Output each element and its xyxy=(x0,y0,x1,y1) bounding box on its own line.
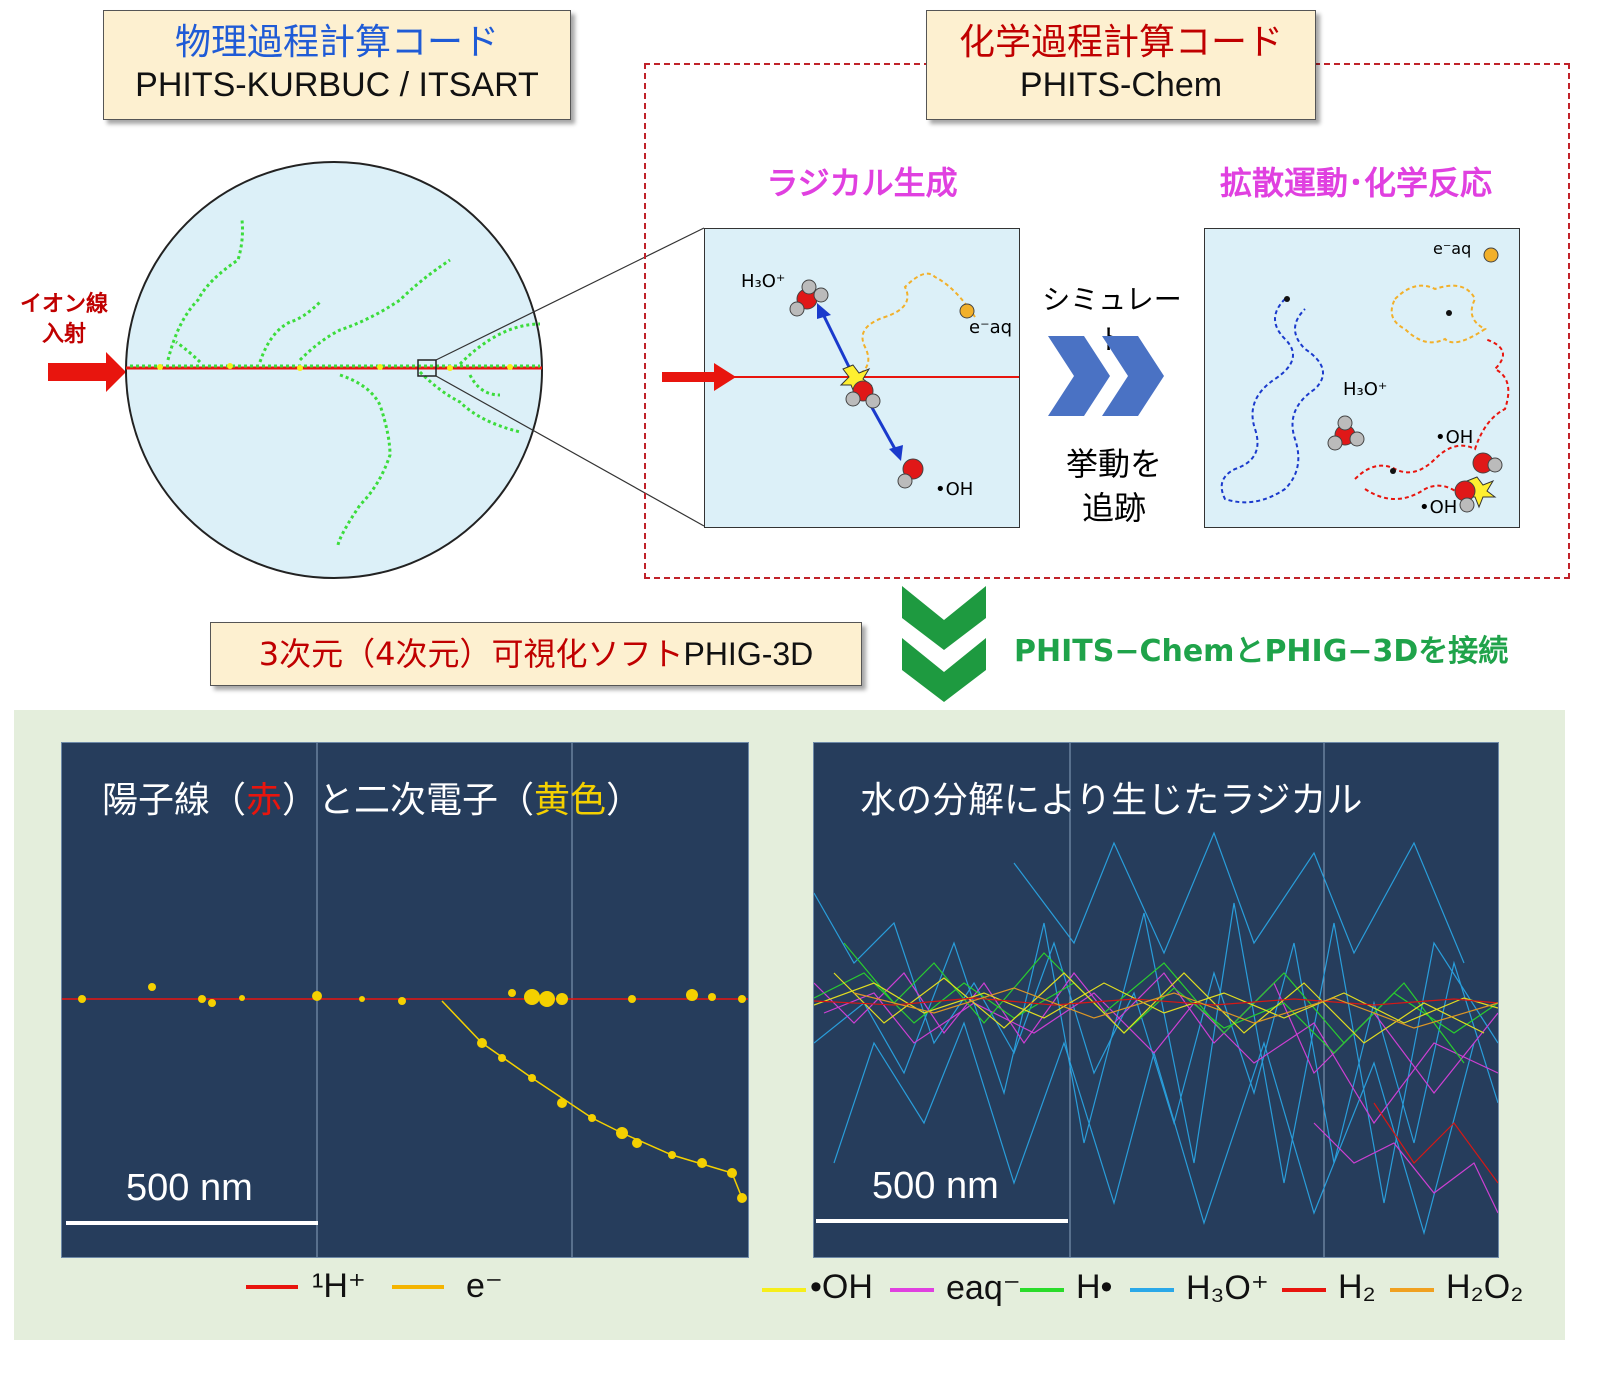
zoom-lines xyxy=(435,227,705,527)
eaq-label-right: e⁻aq xyxy=(1433,239,1472,258)
h3o-label-right: H₃O⁺ xyxy=(1343,379,1388,400)
physics-code-name: PHITS-KURBUC / ITSART xyxy=(135,66,539,104)
legend-label-e: e⁻ xyxy=(466,1267,503,1305)
oh-label-right-2: •OH xyxy=(1419,497,1458,518)
diffusion-reaction-heading: 拡散運動･化学反応 xyxy=(1219,164,1492,202)
legend-swatch-e xyxy=(392,1285,444,1289)
radical-generation-illustration xyxy=(705,272,1019,489)
chemistry-code-label: 化学過程計算コード PHITS-Chem xyxy=(926,10,1316,120)
legend-swatch-h-radical xyxy=(1020,1288,1064,1292)
physics-code-label: 物理過程計算コード PHITS-KURBUC / ITSART xyxy=(103,10,571,120)
phig-label: 3次元（4次元）可視化ソフトPHIG-3D xyxy=(210,622,862,686)
legend-label-eaq: eaq⁻ xyxy=(946,1269,1021,1307)
eaq-label-left: e⁻aq xyxy=(969,317,1013,338)
legend-label-h: ¹H⁺ xyxy=(312,1267,366,1305)
proton-electron-panel: 陽子線（赤）と二次電子（黄色） 500 nm xyxy=(61,742,749,1258)
legend-swatch-h xyxy=(246,1285,298,1289)
ion-beam-label: イオン線 入射 xyxy=(19,292,108,347)
diffusion-illustration xyxy=(1220,247,1510,513)
diffusion-reaction-panel: e⁻aq H₃O⁺ •OH •OH xyxy=(1204,228,1520,528)
radical-track-plot xyxy=(814,743,1498,1257)
legend-label-h2: H₂ xyxy=(1338,1268,1376,1306)
h3o-label-left: H₃O⁺ xyxy=(741,271,786,292)
beam-arrow-icon xyxy=(662,363,736,391)
connect-label: PHITS−ChemとPHIG−3Dを接続 xyxy=(1014,634,1509,669)
radical-generation-panel: H₃O⁺ e⁻aq •OH xyxy=(704,228,1020,528)
oh-label-left: •OH xyxy=(935,479,974,500)
legend-label-h-radical: H• xyxy=(1076,1268,1113,1306)
radical-scale-label: 500 nm xyxy=(872,1165,999,1207)
legend-swatch-eaq xyxy=(890,1288,934,1292)
oh-label-right-1: •OH xyxy=(1435,427,1474,448)
legend-label-h3o: H₃O⁺ xyxy=(1186,1269,1269,1307)
chemistry-code-title: 化学過程計算コード xyxy=(958,22,1283,63)
legend-swatch-h3o xyxy=(1130,1288,1174,1292)
radical-generation-heading: ラジカル生成 xyxy=(766,164,958,202)
radical-panel-title: 水の分解により生じたラジカル xyxy=(860,780,1363,821)
ion-beam-arrow-icon xyxy=(48,352,126,392)
physics-track-circle xyxy=(48,161,543,579)
connect-chevron-icon xyxy=(902,586,986,702)
chemistry-code-name: PHITS-Chem xyxy=(1019,66,1223,104)
physics-code-title: 物理過程計算コード xyxy=(174,22,499,63)
legend-label-oh: •OH xyxy=(810,1268,873,1306)
radical-panel: 水の分解により生じたラジカル 500 nm xyxy=(813,742,1499,1258)
simulate-chevron-icon xyxy=(1048,336,1164,416)
legend-swatch-h2o2 xyxy=(1390,1288,1434,1292)
proton-track-plot xyxy=(62,743,748,1257)
proton-panel-title: 陽子線（赤）と二次電子（黄色） xyxy=(102,780,643,821)
track-behavior-label: 挙動を 追跡 xyxy=(1065,445,1162,527)
legend-swatch-oh xyxy=(762,1288,806,1292)
legend-label-h2o2: H₂O₂ xyxy=(1446,1268,1524,1306)
proton-scale-label: 500 nm xyxy=(126,1167,253,1209)
phig-label-jp: 3次元（4次元）可視化ソフト xyxy=(258,635,684,673)
legend-swatch-h2 xyxy=(1282,1288,1326,1292)
phig-label-en: PHIG-3D xyxy=(683,636,814,672)
